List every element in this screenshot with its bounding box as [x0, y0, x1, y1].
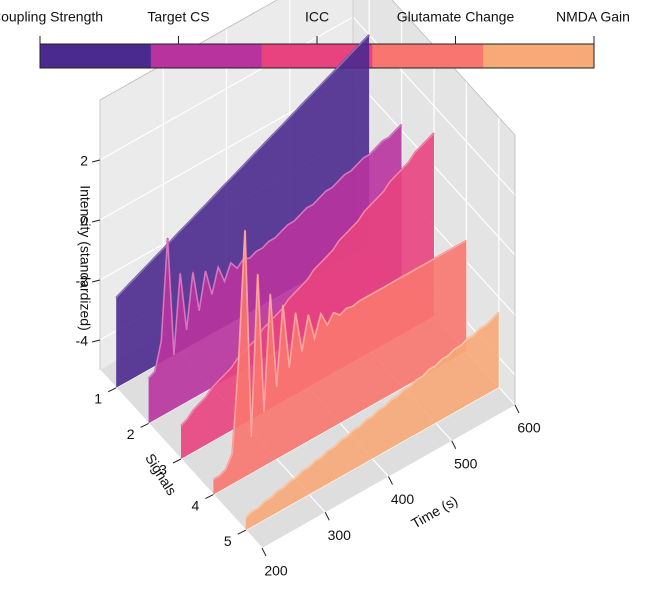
- signal-highlight: [180, 132, 435, 427]
- signal-highlight: [115, 34, 370, 299]
- signal-highlight: [245, 311, 500, 519]
- x-tick-label: 300: [328, 527, 352, 543]
- legend-frame: [39, 43, 595, 69]
- signal-line: [115, 34, 370, 299]
- tick-mark: [140, 422, 149, 428]
- z-axis-label: Intensity (standardized): [77, 185, 93, 331]
- signal-line: [180, 132, 435, 427]
- x-tick-label: 200: [264, 563, 288, 579]
- tick-mark: [172, 458, 182, 464]
- y-tick-label: 3: [159, 462, 167, 478]
- signal-line: [147, 123, 403, 380]
- tick-mark: [107, 387, 117, 393]
- tick-mark: [205, 494, 214, 500]
- tick-mark: [388, 476, 393, 485]
- legend: Coupling Strength Target CS ICC Glutamate C…: [0, 9, 630, 69]
- tick-mark: [91, 279, 101, 283]
- legend-swatch: [150, 44, 263, 68]
- tick-mark: [261, 547, 267, 557]
- tick-mark: [514, 404, 520, 414]
- signal-line: [212, 229, 467, 481]
- x-tick-label: 600: [517, 420, 541, 436]
- legend-label: Coupling Strength: [0, 9, 103, 25]
- z-tick-label: 2: [80, 153, 88, 169]
- tick-mark: [91, 219, 101, 223]
- grid-line: [99, 16, 354, 161]
- ribbon: [148, 124, 402, 424]
- tick-mark: [91, 339, 101, 343]
- legend-swatch: [483, 44, 595, 68]
- x-tick-label: 500: [454, 455, 478, 471]
- y-tick-label: 1: [94, 391, 102, 407]
- z-tick-label: -2: [76, 273, 89, 289]
- x-tick-label: 400: [391, 491, 415, 507]
- legend-swatch: [40, 44, 152, 68]
- y-tick-label: 5: [224, 533, 232, 549]
- y-tick-label: 4: [192, 497, 200, 513]
- signal-highlight: [148, 123, 403, 379]
- tick-mark: [324, 512, 330, 521]
- box-edge: [99, 0, 278, 101]
- tick-mark: [451, 440, 457, 449]
- legend-swatch: [372, 44, 484, 68]
- signal-highlight: [213, 230, 467, 481]
- legend-label: Glutamate Change: [397, 9, 515, 25]
- z-tick-label: 0: [80, 213, 88, 229]
- legend-label: NMDA Gain: [556, 9, 630, 25]
- tick-mark: [237, 529, 247, 535]
- ribbon: [213, 230, 467, 495]
- legend-label: Target CS: [147, 9, 209, 25]
- y-tick-label: 2: [127, 426, 135, 442]
- legend-label: ICC: [305, 9, 329, 25]
- tick-mark: [91, 159, 101, 163]
- x-axis-label: Time (s): [408, 492, 460, 531]
- signal-line: [245, 311, 500, 519]
- z-tick-label: -4: [76, 333, 89, 349]
